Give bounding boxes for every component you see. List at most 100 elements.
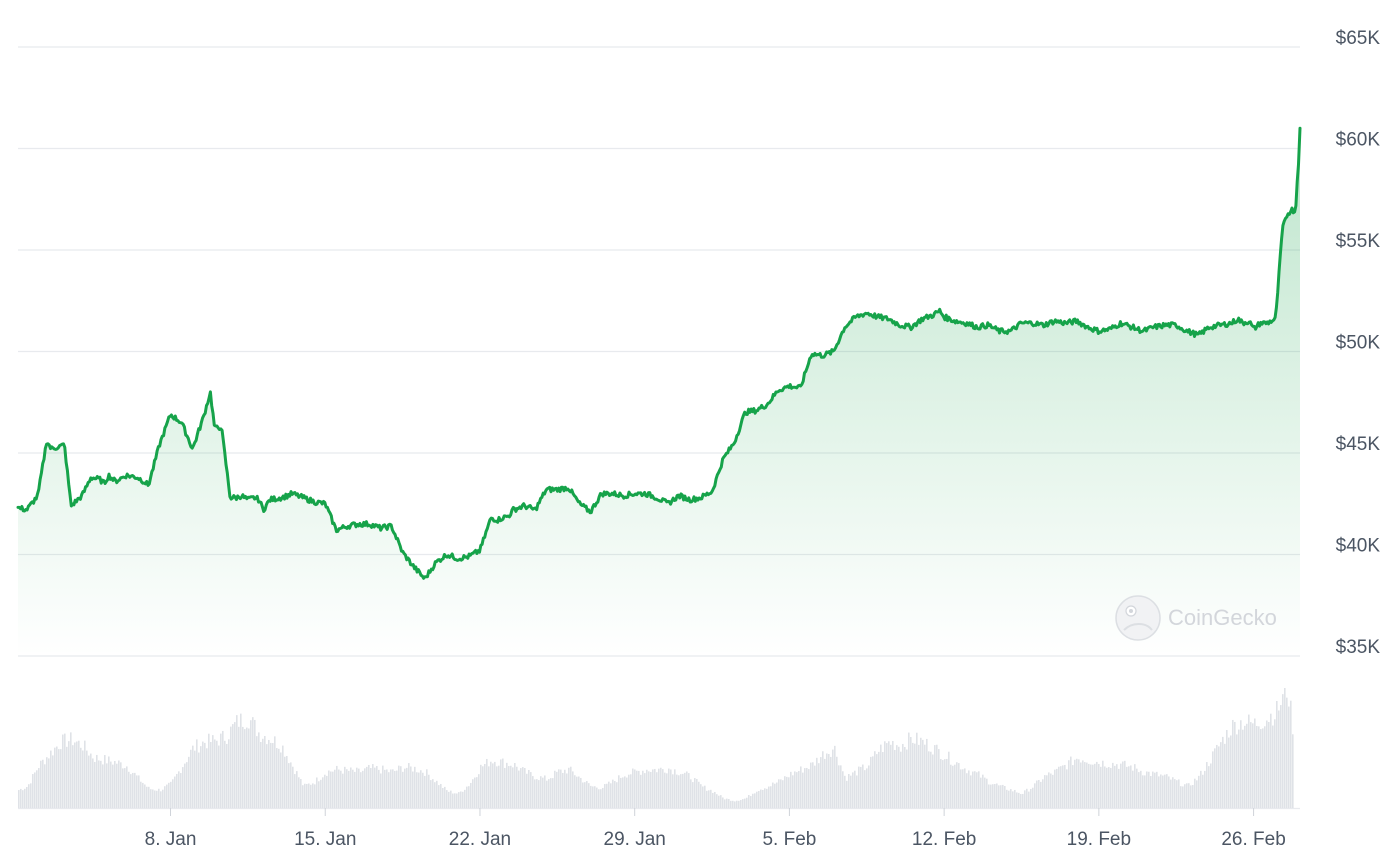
volume-bar — [358, 768, 360, 808]
volume-bar — [282, 745, 284, 808]
volume-bar — [70, 732, 72, 808]
x-tick-label: 5. Feb — [762, 829, 816, 850]
volume-bar — [150, 789, 152, 808]
volume-bar — [118, 760, 120, 808]
volume-bar — [1048, 772, 1050, 808]
volume-bar — [772, 782, 774, 808]
volume-bar — [326, 775, 328, 808]
volume-bar — [644, 773, 646, 808]
volume-bar — [1210, 763, 1212, 808]
volume-bar — [458, 792, 460, 808]
volume-bar — [308, 783, 310, 808]
volume-bar — [1222, 736, 1224, 808]
volume-bar — [250, 720, 252, 808]
volume-bar — [632, 768, 634, 808]
volume-bar — [836, 756, 838, 808]
volume-bar — [842, 771, 844, 808]
volume-bar — [566, 773, 568, 808]
volume-bar — [292, 766, 294, 808]
volume-bar — [196, 739, 198, 808]
volume-bar — [420, 770, 422, 808]
volume-bar — [774, 783, 776, 808]
volume-bar — [1250, 722, 1252, 808]
volume-bar — [128, 771, 130, 808]
volume-bar — [828, 754, 830, 808]
volume-bar — [388, 772, 390, 808]
volume-bar — [132, 772, 134, 808]
volume-bar — [204, 742, 206, 808]
x-tick-label: 26. Feb — [1221, 829, 1285, 850]
volume-bar — [1164, 774, 1166, 808]
volume-bar — [780, 779, 782, 808]
volume-bar — [20, 788, 22, 808]
volume-bar — [1086, 762, 1088, 808]
volume-bar — [848, 774, 850, 808]
volume-bar — [276, 748, 278, 808]
volume-bar — [832, 749, 834, 808]
volume-bar — [840, 765, 842, 808]
volume-bar — [1258, 726, 1260, 808]
volume-bar — [896, 745, 898, 808]
volume-bar — [676, 774, 678, 808]
x-tick-label: 19. Feb — [1067, 829, 1131, 850]
volume-bar — [504, 767, 506, 808]
volume-bar — [624, 776, 626, 808]
volume-bar — [598, 789, 600, 808]
volume-bar — [684, 772, 686, 808]
volume-bar — [696, 778, 698, 808]
volume-bar — [320, 779, 322, 808]
volume-bar — [1078, 759, 1080, 808]
volume-bar — [802, 772, 804, 808]
volume-bar — [730, 800, 732, 808]
volume-bar — [1052, 774, 1054, 808]
volume-bar — [770, 786, 772, 808]
volume-bar — [470, 782, 472, 808]
volume-bar — [1034, 783, 1036, 808]
volume-bar — [54, 747, 56, 808]
volume-bar — [622, 777, 624, 808]
volume-bar — [1036, 780, 1038, 808]
volume-bar — [134, 772, 136, 808]
volume-bar — [416, 772, 418, 808]
volume-bar — [224, 740, 226, 808]
volume-bar — [230, 726, 232, 808]
volume-bar — [474, 777, 476, 808]
volume-bar — [394, 770, 396, 808]
volume-bar — [646, 769, 648, 808]
volume-bar — [614, 781, 616, 808]
volume-bar — [984, 777, 986, 808]
volume-bar — [42, 759, 44, 808]
volume-bar — [992, 784, 994, 808]
volume-bar — [1100, 766, 1102, 808]
volume-bar — [288, 763, 290, 808]
volume-bar — [574, 775, 576, 808]
volume-bar — [1050, 773, 1052, 808]
volume-bar — [248, 728, 250, 808]
volume-bar — [558, 769, 560, 808]
volume-bar — [1244, 725, 1246, 808]
volume-bar — [332, 771, 334, 808]
y-tick-label: $55K — [1336, 231, 1381, 252]
volume-bar — [1248, 714, 1250, 808]
volume-bar — [700, 784, 702, 808]
volume-bar — [18, 790, 20, 808]
volume-bar — [812, 762, 814, 808]
volume-bar — [22, 790, 24, 808]
volume-bar — [822, 751, 824, 808]
volume-bar — [1282, 694, 1284, 808]
y-tick-label: $45K — [1336, 434, 1381, 455]
volume-bar — [464, 789, 466, 808]
volume-bar — [402, 771, 404, 808]
volume-bar — [364, 768, 366, 808]
volume-bar — [84, 740, 86, 808]
volume-bar — [454, 793, 456, 808]
volume-bar — [1182, 786, 1184, 808]
volume-bar — [1044, 775, 1046, 808]
volume-bar — [562, 772, 564, 808]
volume-bar — [234, 722, 236, 808]
volume-bar — [450, 790, 452, 808]
volume-bar — [26, 787, 28, 808]
volume-bar — [540, 776, 542, 808]
volume-bar — [734, 801, 736, 808]
volume-bar — [300, 779, 302, 808]
